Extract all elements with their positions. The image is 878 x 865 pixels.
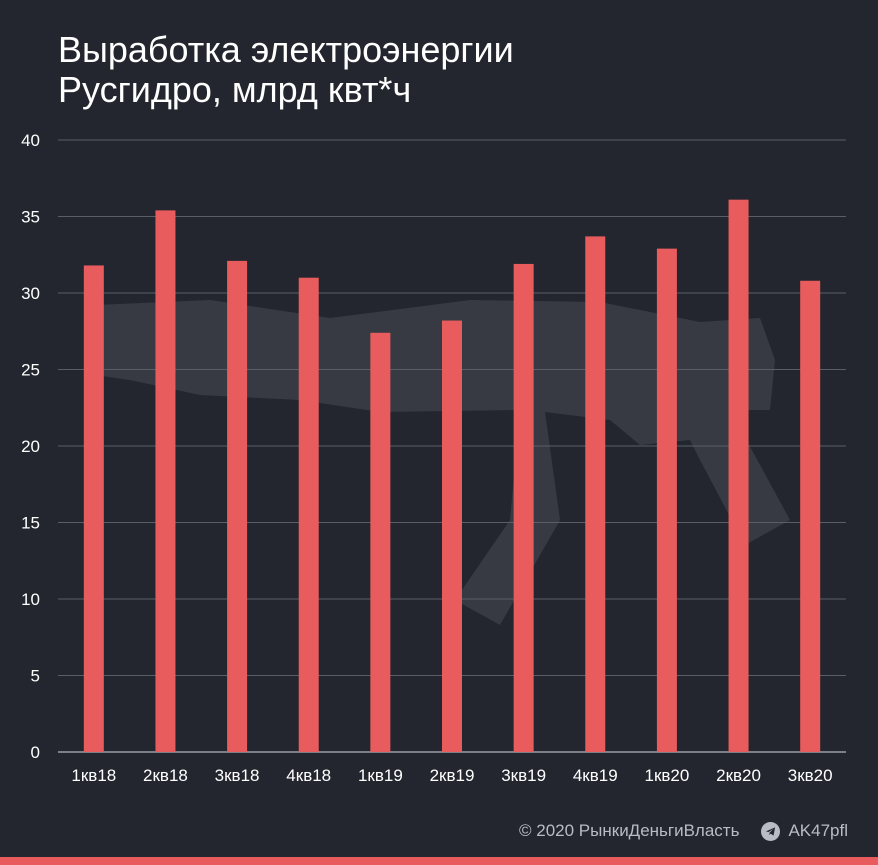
y-tick-label: 40: [21, 131, 40, 150]
y-tick-label: 15: [21, 514, 40, 533]
x-axis: 1кв18 2кв18 3кв18 4кв18 1кв19 2кв19 3кв19 4кв19…: [71, 766, 832, 785]
x-tick-label: 4кв19: [573, 766, 618, 785]
x-tick-label: 3кв19: [501, 766, 546, 785]
telegram-icon: [761, 821, 781, 841]
y-tick-label: 25: [21, 361, 40, 380]
x-tick-label: 3кв20: [788, 766, 833, 785]
bar-1кв20: [656, 248, 677, 752]
bar-1кв18: [83, 265, 104, 752]
bar-series: [83, 199, 821, 753]
copyright-text: © 2020 РынкиДеньгиВласть: [519, 821, 740, 840]
rifle-watermark-icon: [95, 300, 790, 625]
y-tick-label: 10: [21, 590, 40, 609]
footer: © 2020 РынкиДеньгиВласть AK47pfl: [519, 821, 848, 841]
chart-title-line-1: Выработка электроэнергии: [58, 29, 514, 70]
chart-title: Выработка электроэнергии Русгидро, млрд …: [58, 30, 514, 110]
y-tick-label: 20: [21, 437, 40, 456]
bar-2кв18: [155, 210, 176, 752]
x-tick-label: 1кв18: [71, 766, 116, 785]
x-tick-label: 2кв20: [716, 766, 761, 785]
y-tick-label: 0: [31, 743, 40, 762]
x-tick-label: 3кв18: [215, 766, 260, 785]
channel-link[interactable]: AK47pfl: [788, 821, 848, 840]
bottom-accent-bar: [0, 857, 878, 865]
bar-4кв18: [298, 277, 319, 752]
x-tick-label: 4кв18: [286, 766, 331, 785]
y-tick-label: 35: [21, 208, 40, 227]
bar-2кв20: [728, 199, 749, 753]
bar-2кв19: [442, 320, 462, 752]
chart-title-line-2: Русгидро, млрд квт*ч: [58, 69, 412, 110]
bar-3кв20: [800, 280, 821, 752]
y-axis: 0 5 10 15 20 25 30 35 40: [21, 131, 40, 762]
x-tick-label: 1кв20: [644, 766, 689, 785]
y-tick-label: 30: [21, 284, 40, 303]
bar-1кв19: [370, 332, 391, 752]
y-tick-label: 5: [31, 667, 40, 686]
x-tick-label: 2кв19: [430, 766, 475, 785]
x-tick-label: 2кв18: [143, 766, 188, 785]
x-tick-label: 1кв19: [358, 766, 403, 785]
bar-3кв18: [227, 260, 248, 752]
bar-3кв19: [513, 263, 534, 752]
bar-4кв19: [585, 236, 606, 752]
